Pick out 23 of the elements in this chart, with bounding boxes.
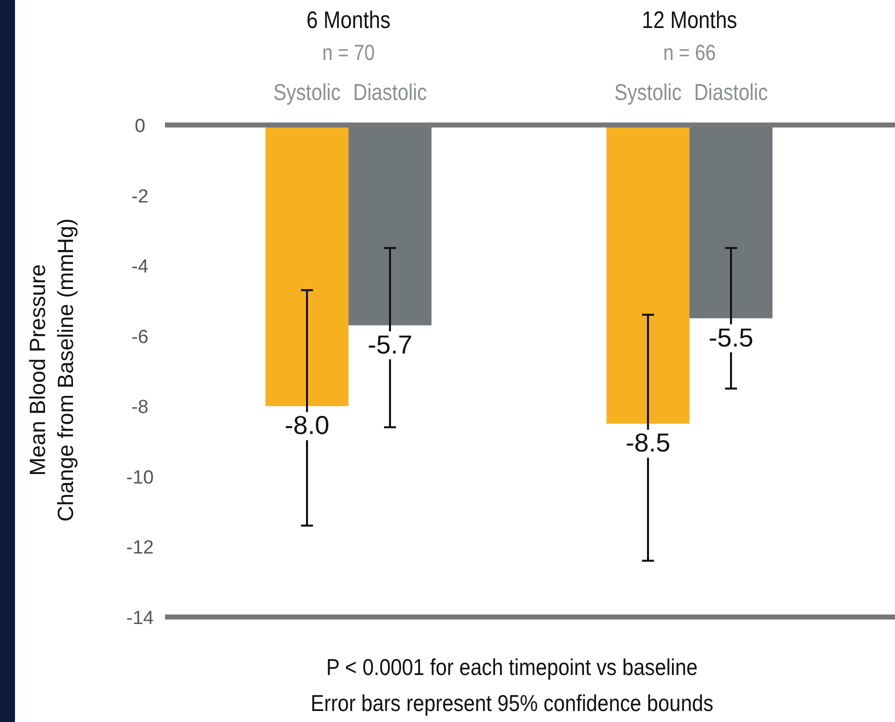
y-axis-title: Mean Blood Pressure Change from Baseline (mmHg) [25, 218, 78, 522]
data-label: -5.7 [368, 329, 412, 360]
text: n = 70 [322, 42, 375, 66]
y-tick-label: -10 [126, 467, 154, 488]
data-label: -8.0 [284, 410, 330, 440]
series-label: Diastolic [353, 80, 428, 106]
y-tick-label: -12 [126, 538, 154, 559]
text: n = 66 [663, 42, 716, 66]
series-label: Systolic [273, 80, 341, 106]
x-tick-label: 6 Months [306, 6, 390, 34]
y-tick-label: -4 [132, 256, 149, 278]
text: Systolic [614, 80, 682, 106]
y-tick-label: 0 [134, 116, 146, 137]
text: P < 0.0001 for each timepoint vs baseline [326, 654, 698, 680]
data-label: -8.5 [626, 428, 670, 458]
data-label: -5.5 [708, 322, 754, 352]
y-tick-label: -8 [132, 397, 148, 418]
y-tick-label: -2 [132, 186, 148, 208]
y-tick-label: -14 [126, 608, 154, 629]
text: Error bars represent 95% confidence bounds [310, 690, 714, 716]
x-tick-label: 12 Months [642, 6, 738, 34]
text: Diastolic [694, 80, 768, 106]
y-tick-label: -6 [132, 326, 148, 348]
